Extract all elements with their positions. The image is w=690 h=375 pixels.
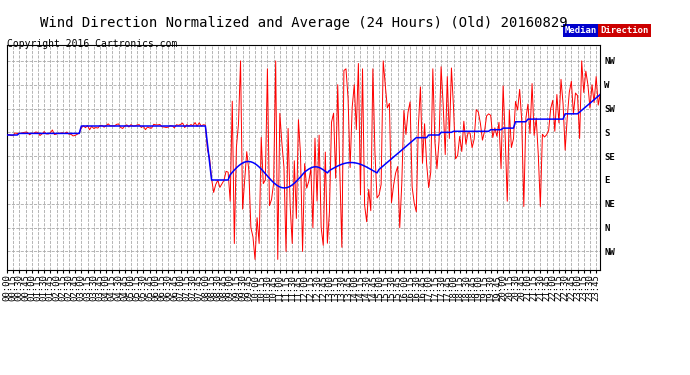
Text: Direction: Direction xyxy=(600,26,649,35)
Text: Wind Direction Normalized and Average (24 Hours) (Old) 20160829: Wind Direction Normalized and Average (2… xyxy=(40,16,567,30)
Text: Copyright 2016 Cartronics.com: Copyright 2016 Cartronics.com xyxy=(7,39,177,49)
Text: Median: Median xyxy=(565,26,598,35)
